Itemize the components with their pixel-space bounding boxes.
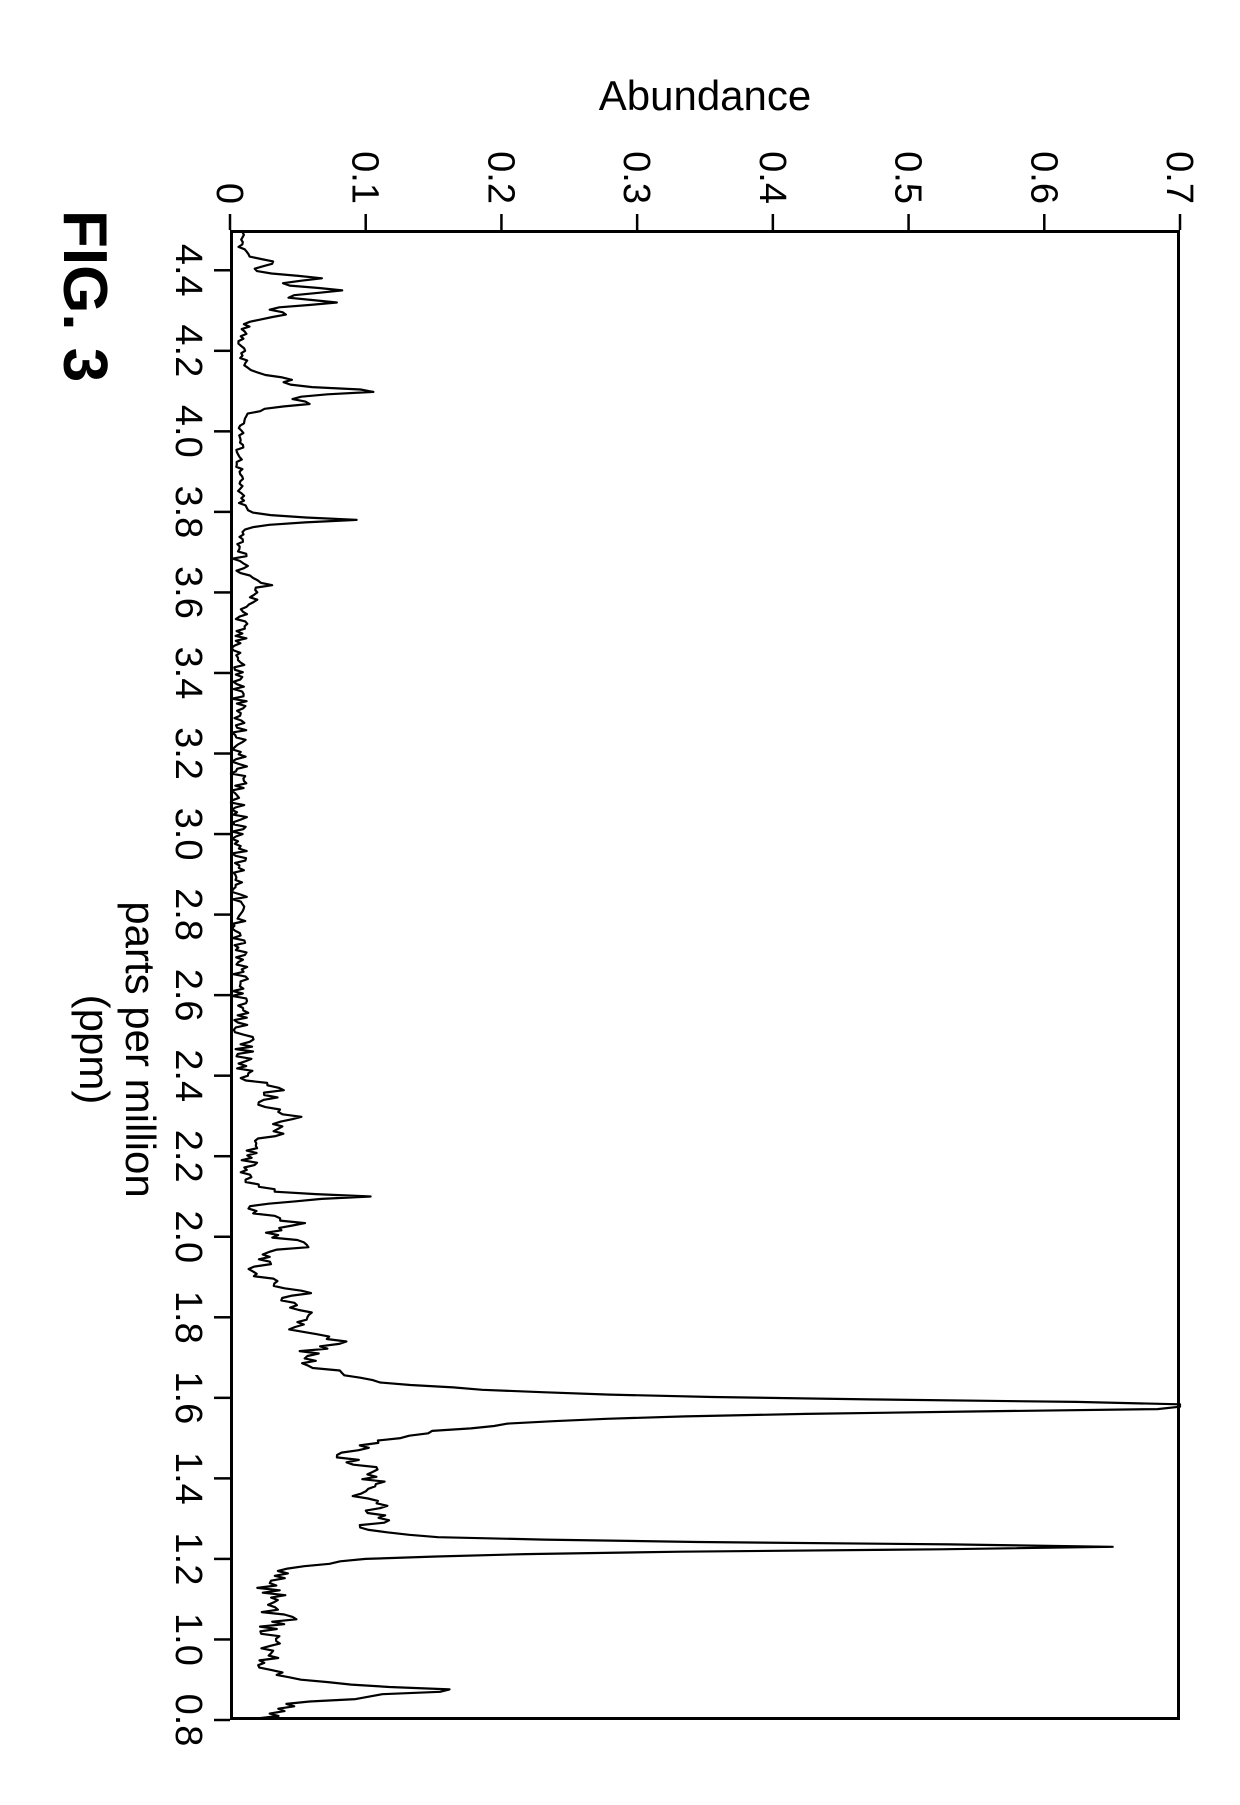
spectrum-path <box>231 230 1180 1718</box>
x-tick-label: 4.0 <box>167 405 209 458</box>
x-axis-title: parts per million <box>117 901 164 1197</box>
y-tick-label: 0.6 <box>1022 151 1064 204</box>
x-tick-label: 2.8 <box>167 888 209 941</box>
x-tick-label: 1.0 <box>167 1613 209 1666</box>
y-tick-label: 0.7 <box>1158 151 1200 204</box>
y-tick-label: 0.1 <box>344 151 386 204</box>
x-axis: 4.4 4.2 4.0 3.8 3.6 3.4 3.2 3.0 2.8 2.6 2.4 2.2 2.0 1… <box>167 244 230 1747</box>
x-tick-label: 4.2 <box>167 324 209 377</box>
x-tick-label: 1.4 <box>167 1452 209 1505</box>
y-tick-label: 0.5 <box>887 151 929 204</box>
x-axis-title: (ppm) <box>71 995 118 1105</box>
x-tick-label: 2.4 <box>167 1049 209 1102</box>
x-tick-label: 3.8 <box>167 485 209 538</box>
y-tick-label: 0.4 <box>751 151 793 204</box>
y-axis: 0 0.1 0.2 0.3 0.4 0.5 0.6 0.7 <box>208 151 1200 230</box>
x-tick-label: 2.0 <box>167 1210 209 1263</box>
x-tick-label: 1.8 <box>167 1291 209 1344</box>
x-tick-label: 3.2 <box>167 727 209 780</box>
x-tick-label: 4.4 <box>167 244 209 297</box>
nmr-spectrum-line <box>231 230 1180 1718</box>
figure-caption: FIG. 3 <box>49 210 120 382</box>
x-tick-label: 0.8 <box>167 1694 209 1747</box>
y-tick-label: 0.2 <box>479 151 521 204</box>
page-root: 0 0.1 0.2 0.3 0.4 0.5 0.6 0.7 4.4 4.2 4.0 3.8 3.6 3.… <box>0 0 1240 1805</box>
x-tick-label: 2.6 <box>167 969 209 1022</box>
x-tick-label: 1.2 <box>167 1533 209 1586</box>
y-tick-label: 0 <box>208 183 250 204</box>
nmr-chart: 0 0.1 0.2 0.3 0.4 0.5 0.6 0.7 4.4 4.2 4.0 3.8 3.6 3.… <box>0 0 1240 1805</box>
x-tick-label: 3.4 <box>167 647 209 700</box>
y-tick-label: 0.3 <box>615 151 657 204</box>
x-tick-label: 3.6 <box>167 566 209 619</box>
y-axis-title: Abundance <box>599 72 812 119</box>
x-tick-label: 3.0 <box>167 808 209 861</box>
landscape-stage: 0 0.1 0.2 0.3 0.4 0.5 0.6 0.7 4.4 4.2 4.0 3.8 3.6 3.… <box>0 0 1240 1805</box>
axis-titles: parts per million(ppm) Abundance <box>71 72 811 1198</box>
x-tick-label: 2.2 <box>167 1130 209 1183</box>
x-tick-label: 1.6 <box>167 1371 209 1424</box>
